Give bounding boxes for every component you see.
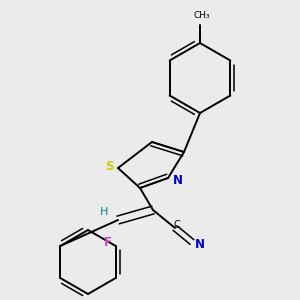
Text: F: F [104,236,112,250]
Text: H: H [100,207,108,217]
Text: N: N [195,238,205,251]
Text: N: N [173,175,183,188]
Text: CH₃: CH₃ [194,11,210,20]
Text: S: S [105,160,113,172]
Text: C: C [174,220,180,230]
